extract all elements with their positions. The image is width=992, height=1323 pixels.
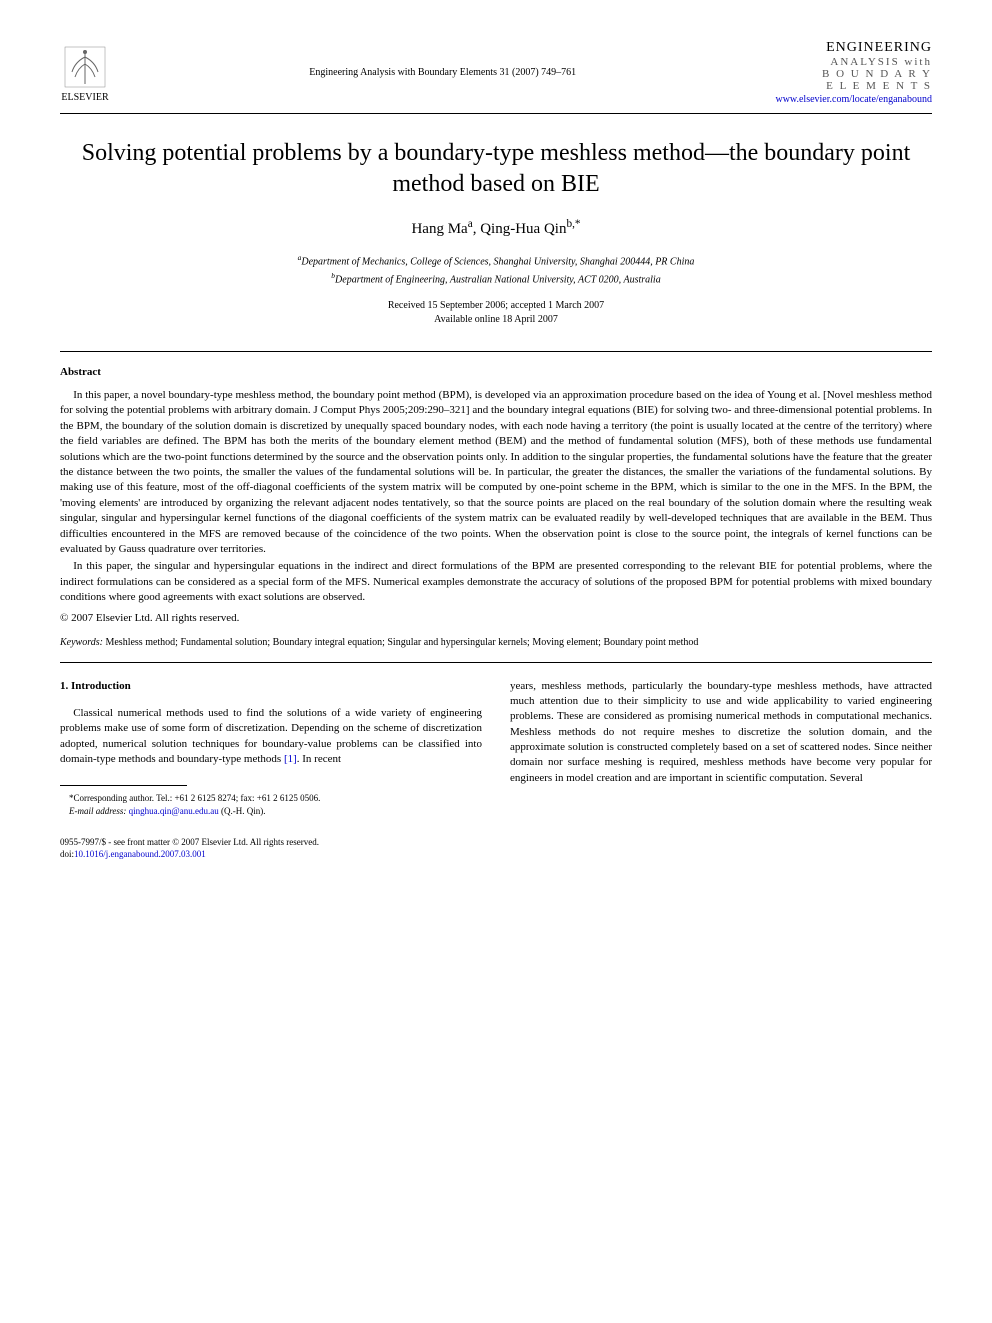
- abstract-p1: In this paper, a novel boundary-type mes…: [60, 388, 932, 557]
- email-label: E-mail address:: [69, 806, 126, 816]
- elsevier-tree-icon: [60, 42, 110, 92]
- received-date: Received 15 September 2006; accepted 1 M…: [60, 299, 932, 313]
- page-footer: 0955-7997/$ - see front matter © 2007 El…: [60, 836, 932, 861]
- ref-link-1[interactable]: [1]: [284, 753, 297, 765]
- column-left: 1. Introduction Classical numerical meth…: [60, 679, 482, 818]
- column-right: years, meshless methods, particularly th…: [510, 679, 932, 818]
- author-2-sup: b,*: [566, 218, 580, 230]
- online-date: Available online 18 April 2007: [60, 313, 932, 327]
- body-columns: 1. Introduction Classical numerical meth…: [60, 679, 932, 818]
- publisher-name: ELSEVIER: [61, 92, 108, 103]
- keywords: Keywords: Meshless method; Fundamental s…: [60, 636, 932, 650]
- footnote-separator: [60, 785, 187, 786]
- author-2: Qing-Hua Qin: [480, 221, 566, 237]
- footer-line1: 0955-7997/$ - see front matter © 2007 El…: [60, 836, 932, 849]
- keywords-label: Keywords:: [60, 637, 103, 648]
- abstract-p2: In this paper, the singular and hypersin…: [60, 559, 932, 605]
- intro-heading: 1. Introduction: [60, 679, 482, 694]
- email-link[interactable]: qinghua.qin@anu.edu.au: [126, 806, 218, 816]
- doi-link[interactable]: 10.1016/j.enganabound.2007.03.001: [74, 849, 206, 859]
- header-rule: [60, 113, 932, 114]
- article-dates: Received 15 September 2006; accepted 1 M…: [60, 299, 932, 327]
- abstract-bottom-rule: [60, 662, 932, 663]
- corresponding-footnote: *Corresponding author. Tel.: +61 2 6125 …: [60, 792, 482, 817]
- author-1-sup: a: [468, 218, 473, 230]
- footnote-email-line: E-mail address: qinghua.qin@anu.edu.au (…: [60, 805, 482, 818]
- copyright: © 2007 Elsevier Ltd. All rights reserved…: [60, 612, 932, 624]
- journal-name-1: ENGINEERING: [775, 40, 932, 56]
- affiliation-b-text: Department of Engineering, Australian Na…: [335, 274, 661, 285]
- intro-p1-text: Classical numerical methods used to find…: [60, 707, 482, 765]
- article-title: Solving potential problems by a boundary…: [60, 138, 932, 200]
- affiliations: aDepartment of Mechanics, College of Sci…: [60, 252, 932, 287]
- doi-label: doi:: [60, 849, 74, 859]
- author-1: Hang Ma: [411, 221, 467, 237]
- page-header: ELSEVIER Engineering Analysis with Bound…: [60, 40, 932, 105]
- intro-p1-cont: years, meshless methods, particularly th…: [510, 679, 932, 787]
- journal-name-4: E L E M E N T S: [775, 80, 932, 92]
- journal-logo: ENGINEERING ANALYSIS with B O U N D A R …: [775, 40, 932, 105]
- author-list: Hang Maa, Qing-Hua Qinb,*: [60, 218, 932, 238]
- footnote-corr: *Corresponding author. Tel.: +61 2 6125 …: [60, 792, 482, 805]
- intro-p1-tail: . In recent: [297, 753, 341, 765]
- journal-name-3: B O U N D A R Y: [775, 68, 932, 80]
- abstract-heading: Abstract: [60, 366, 932, 378]
- intro-p1: Classical numerical methods used to find…: [60, 706, 482, 768]
- abstract-body: In this paper, a novel boundary-type mes…: [60, 388, 932, 605]
- affiliation-a-text: Department of Mechanics, College of Scie…: [301, 257, 694, 268]
- journal-reference: Engineering Analysis with Boundary Eleme…: [110, 67, 775, 78]
- abstract-top-rule: [60, 351, 932, 352]
- affiliation-b: bDepartment of Engineering, Australian N…: [60, 270, 932, 287]
- affiliation-a: aDepartment of Mechanics, College of Sci…: [60, 252, 932, 269]
- publisher-logo: ELSEVIER: [60, 42, 110, 103]
- journal-name-2: ANALYSIS with: [775, 56, 932, 68]
- email-tail: (Q.-H. Qin).: [219, 806, 266, 816]
- journal-url-link[interactable]: www.elsevier.com/locate/enganabound: [775, 94, 932, 105]
- keywords-text: Meshless method; Fundamental solution; B…: [103, 637, 698, 648]
- footer-doi: doi:10.1016/j.enganabound.2007.03.001: [60, 848, 932, 861]
